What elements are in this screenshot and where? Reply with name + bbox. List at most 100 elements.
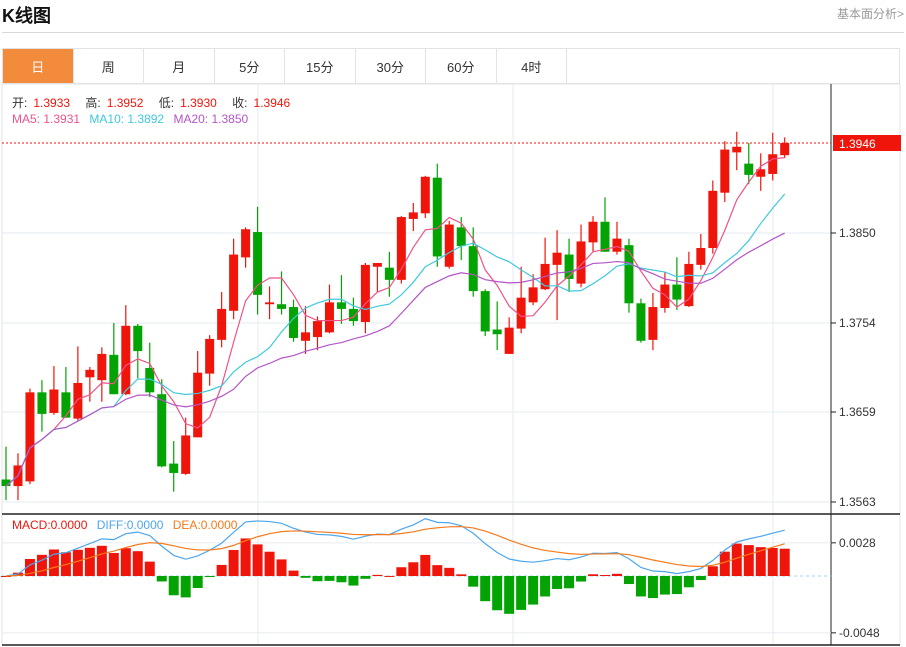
tab-5[interactable]: 30分 (356, 49, 426, 83)
period-tabs: 日周月 5分 15分 30分 60分 4时 (2, 48, 900, 84)
macd-bar (659, 576, 670, 595)
macd-bar (108, 553, 119, 576)
diff-value: DIFF:0.0000 (96, 518, 164, 532)
divider (2, 32, 904, 33)
macd-bar (540, 576, 551, 597)
candle (480, 289, 490, 337)
ma5-value: MA5: 1.3931 (12, 112, 81, 126)
candle-body (576, 241, 586, 284)
kline-chart[interactable]: 1.3850 1.3754 1.3659 1.3563 1.3946 0.0028 -0.0… (0, 84, 906, 647)
macd-bar (635, 576, 646, 597)
macd-bar (611, 573, 622, 576)
candle (552, 230, 562, 321)
candle (61, 367, 71, 418)
macd-bar (312, 576, 323, 582)
candle (360, 262, 370, 334)
candle (145, 342, 155, 398)
candle-body (145, 367, 155, 393)
candle-body (708, 190, 718, 248)
candle-body (600, 221, 610, 252)
candle (49, 366, 59, 415)
tab-4[interactable]: 15分 (285, 49, 356, 83)
macd-value: MACD:0.0000 (12, 518, 88, 532)
candle (205, 335, 215, 386)
macd-bar (432, 565, 443, 576)
macd-bar (480, 576, 491, 602)
open-label: 开: (12, 96, 28, 110)
close-label: 收: (232, 96, 248, 110)
candle-body (97, 353, 107, 381)
macd-bar (576, 576, 587, 582)
candle-body (384, 267, 394, 280)
candle-body (396, 217, 406, 280)
candle (253, 206, 263, 315)
current-price-label: 1.3946 (839, 137, 876, 151)
candle (97, 347, 107, 402)
macd-bar (360, 576, 371, 579)
candle (169, 441, 179, 492)
candle-body (324, 302, 334, 333)
low-label: 低: (158, 96, 175, 110)
macd-bar (731, 543, 742, 576)
macd-bar (588, 574, 599, 576)
candle-body (780, 143, 790, 156)
candle (588, 216, 598, 252)
macd-bar (755, 547, 766, 576)
macd-bar (719, 551, 730, 576)
candle (157, 379, 167, 468)
macd-bar (132, 551, 143, 576)
candle (121, 305, 131, 396)
candle (636, 298, 646, 343)
tab-2[interactable]: 月 (144, 49, 215, 83)
candle-body (25, 392, 35, 482)
candle-body (336, 302, 346, 309)
candle (241, 227, 251, 268)
candle-body (241, 229, 251, 258)
candle (265, 286, 275, 320)
price-tick-label: 1.3659 (839, 405, 876, 419)
price-tick-label: 1.3754 (839, 316, 876, 330)
macd-bar (192, 576, 203, 588)
ma20-line (5, 232, 785, 487)
candle-body (1, 479, 11, 487)
candle-body (720, 149, 730, 193)
candle (744, 143, 754, 185)
tab-0[interactable]: 日 (3, 49, 74, 83)
fundamental-analysis-link[interactable]: 基本面分析> (836, 7, 904, 21)
candle-body (648, 307, 658, 340)
open-value: 1.3933 (33, 96, 71, 110)
candle-body (552, 252, 562, 265)
tab-6[interactable]: 60分 (426, 49, 497, 83)
candle (540, 237, 550, 291)
candle (1, 446, 11, 501)
tab-3[interactable]: 5分 (215, 49, 285, 83)
candle (732, 131, 742, 171)
candle-body (312, 321, 322, 338)
ma5-line (5, 157, 785, 487)
candle (696, 233, 706, 270)
candle-body (301, 332, 310, 341)
macd-bar (276, 559, 287, 576)
tab-1[interactable]: 周 (74, 49, 144, 83)
candle-body (456, 227, 466, 247)
macd-bar (707, 566, 718, 576)
macd-bar (36, 554, 47, 576)
macd-legend: MACD:0.0000 DIFF:0.0000 DEA:0.0000 (12, 518, 243, 532)
candle-body (588, 221, 598, 243)
ma-info: MA5: 1.3931 MA10: 1.3892 MA20: 1.3850 (12, 112, 254, 126)
macd-bar (552, 576, 563, 589)
candle-body (636, 303, 646, 341)
candle-body (492, 329, 502, 335)
candle-body (624, 245, 634, 304)
tab-7[interactable]: 4时 (497, 49, 567, 83)
candle-body (504, 327, 514, 354)
ma10-value: MA10: 1.3892 (89, 112, 165, 126)
candle (504, 317, 514, 354)
candle (348, 297, 358, 326)
close-value: 1.3946 (253, 96, 291, 110)
candle (133, 323, 143, 379)
macd-bar (156, 576, 167, 582)
macd-bar (623, 576, 634, 585)
macd-bar (468, 576, 479, 587)
macd-bar (647, 576, 658, 599)
